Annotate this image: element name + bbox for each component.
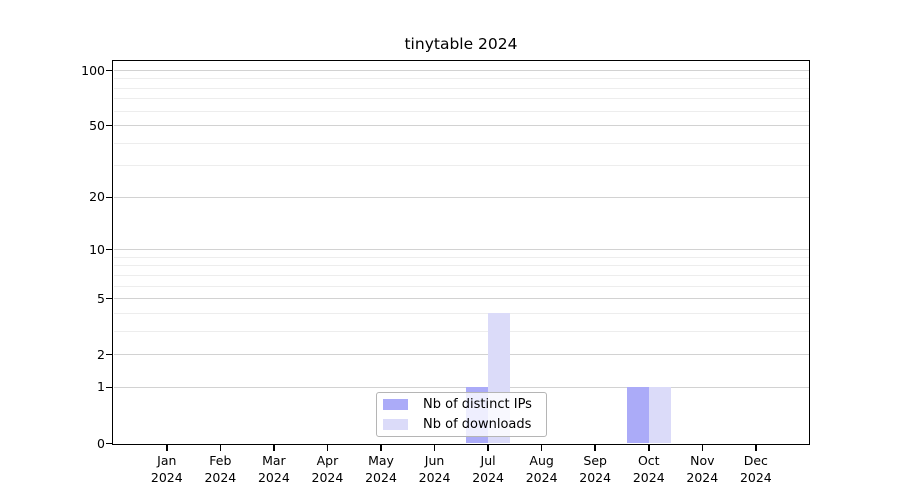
x-tick-month: Mar	[262, 453, 286, 468]
x-tick-year: 2024	[739, 470, 772, 485]
y-axis-tick	[106, 248, 112, 251]
x-tick-month: Oct	[637, 453, 660, 468]
y-tick-label: 50	[89, 117, 105, 133]
y-axis-tick	[106, 124, 112, 127]
x-tick-month: Feb	[209, 453, 232, 468]
x-axis-tick	[380, 445, 382, 451]
bar-distinct-ips	[626, 387, 649, 444]
y-gridline-minor	[113, 330, 809, 332]
y-tick-label: 10	[89, 241, 105, 257]
x-tick-label: Aug 2024	[510, 452, 574, 486]
x-axis-tick	[648, 445, 650, 451]
legend: Nb of distinct IPs Nb of downloads	[376, 392, 547, 437]
y-gridline-minor	[113, 110, 809, 112]
x-tick-year: 2024	[418, 470, 451, 485]
x-tick-label: Apr 2024	[295, 452, 359, 486]
y-gridline-major	[113, 386, 809, 388]
x-axis-tick	[166, 445, 168, 451]
y-tick-label: 0	[97, 435, 105, 451]
y-gridline-major	[113, 249, 809, 251]
x-axis-tick	[487, 445, 489, 451]
x-tick-year: 2024	[365, 470, 397, 485]
x-axis-tick	[701, 445, 704, 451]
chart-title: tinytable 2024	[404, 35, 518, 53]
x-tick-month: Sep	[583, 453, 607, 468]
y-axis-tick	[106, 69, 112, 72]
x-axis-tick	[594, 445, 596, 451]
x-tick-month: May	[368, 453, 394, 468]
x-tick-label: Oct 2024	[617, 452, 681, 486]
y-gridline-major	[113, 298, 809, 300]
y-tick-label: 2	[97, 346, 105, 362]
legend-swatch	[383, 419, 408, 430]
y-axis-tick	[106, 353, 112, 356]
x-tick-month: Apr	[316, 453, 339, 468]
y-axis-tick	[106, 386, 112, 389]
y-tick-label: 20	[89, 189, 105, 205]
bar-downloads	[648, 387, 671, 444]
y-gridline-minor	[113, 98, 809, 100]
x-tick-month: Nov	[690, 453, 715, 468]
x-tick-month: Jun	[424, 453, 445, 468]
x-axis-tick	[326, 445, 329, 451]
x-axis-tick	[540, 445, 543, 451]
x-tick-year: 2024	[686, 470, 719, 485]
y-gridline-minor	[113, 285, 809, 287]
x-tick-year: 2024	[150, 470, 183, 485]
x-tick-month: Jul	[480, 453, 496, 468]
x-axis-tick	[433, 445, 436, 451]
x-tick-label: Dec 2024	[724, 452, 788, 486]
y-gridline-minor	[113, 78, 809, 80]
y-gridline-minor	[113, 142, 809, 144]
y-gridline-minor	[113, 87, 809, 89]
x-tick-label: Jun 2024	[403, 452, 467, 486]
y-axis-tick	[106, 442, 112, 445]
x-tick-month: Dec	[743, 453, 768, 468]
legend-label: Nb of downloads	[423, 417, 532, 432]
x-tick-year: 2024	[579, 470, 612, 485]
x-tick-label: Nov 2024	[670, 452, 734, 486]
legend-entry: Nb of distinct IPs	[383, 395, 546, 415]
y-gridline-major	[113, 125, 809, 127]
y-axis-tick	[106, 297, 112, 300]
y-gridline-major	[113, 354, 809, 356]
x-tick-label: Sep 2024	[563, 452, 627, 486]
x-tick-year: 2024	[204, 470, 237, 485]
x-tick-year: 2024	[632, 470, 665, 485]
x-tick-month: Aug	[529, 453, 554, 468]
x-tick-label: Jul 2024	[456, 452, 520, 486]
y-gridline-minor	[113, 165, 809, 167]
x-tick-label: Feb 2024	[188, 452, 252, 486]
x-tick-label: May 2024	[349, 452, 413, 486]
y-tick-label: 100	[81, 62, 105, 78]
y-tick-label: 5	[97, 290, 105, 306]
y-gridline-minor	[113, 256, 809, 258]
x-axis-tick	[219, 445, 222, 451]
y-tick-label: 1	[97, 379, 105, 395]
y-gridline-minor	[113, 312, 809, 314]
x-tick-year: 2024	[525, 470, 558, 485]
legend-entry: Nb of downloads	[383, 415, 546, 435]
x-axis-tick	[755, 445, 757, 451]
x-tick-year: 2024	[257, 470, 290, 485]
legend-swatch	[383, 399, 408, 410]
x-tick-year: 2024	[311, 470, 344, 485]
y-gridline-minor	[113, 274, 809, 276]
x-axis-tick	[273, 445, 275, 451]
x-tick-year: 2024	[472, 470, 504, 485]
y-axis-tick	[106, 196, 112, 199]
x-tick-label: Jan 2024	[135, 452, 199, 486]
y-gridline-major	[113, 196, 809, 198]
x-tick-month: Jan	[157, 453, 177, 468]
y-gridline-major	[113, 70, 809, 71]
x-tick-label: Mar 2024	[242, 452, 306, 486]
y-gridline-minor	[113, 265, 809, 267]
legend-label: Nb of distinct IPs	[423, 397, 532, 412]
